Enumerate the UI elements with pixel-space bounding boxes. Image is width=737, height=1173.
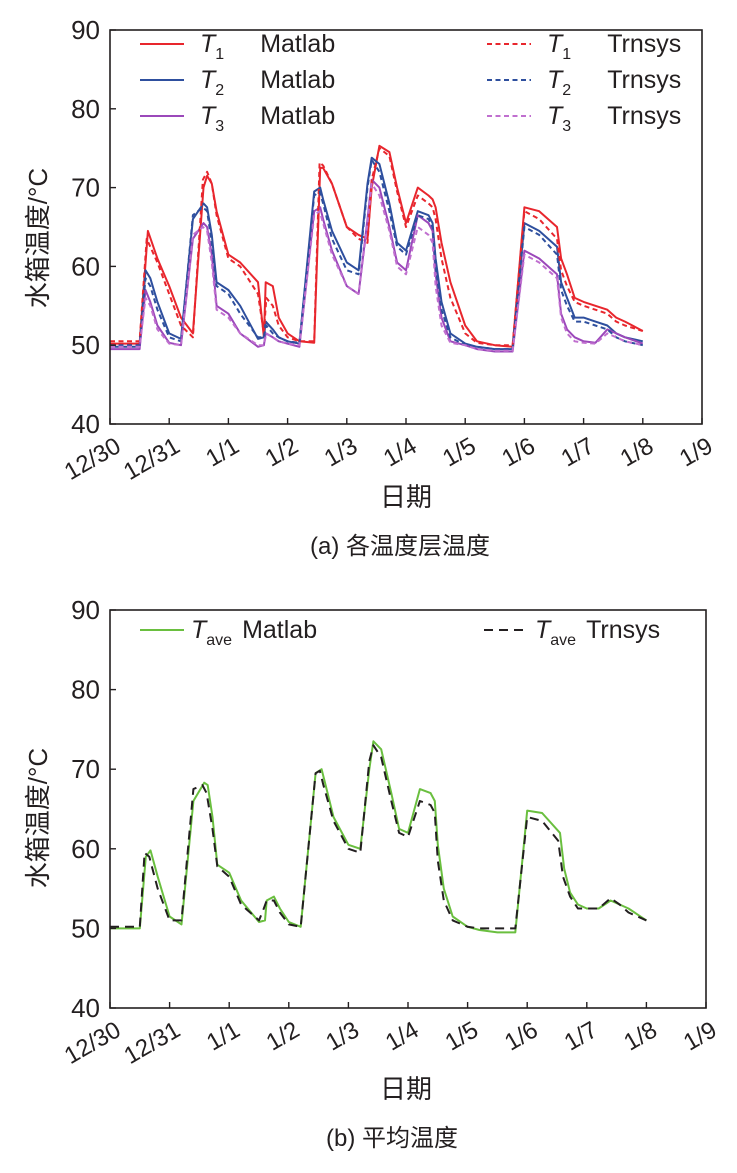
legend-entry: T2 Trnsys xyxy=(547,66,681,99)
ytick-label: 60 xyxy=(71,251,100,281)
x-axis-title: 日期 xyxy=(380,1074,432,1104)
xtick-label: 1/6 xyxy=(500,1016,542,1056)
xtick-label: 1/4 xyxy=(381,1016,423,1056)
ytick-label: 70 xyxy=(71,173,100,203)
xtick-label: 1/9 xyxy=(675,432,717,472)
series-line-tave-trnsys xyxy=(110,744,647,930)
xtick-label: 1/3 xyxy=(321,1016,363,1056)
y-axis-title: 水箱温度/°C xyxy=(23,168,53,308)
xtick-label: 1/8 xyxy=(616,432,658,472)
ytick-label: 90 xyxy=(71,15,100,45)
ytick-label: 70 xyxy=(71,754,100,784)
xtick-label: 1/8 xyxy=(619,1016,661,1056)
plot-frame xyxy=(109,609,707,1009)
ytick-label: 40 xyxy=(71,409,100,439)
legend-entry: T1 Trnsys xyxy=(547,30,681,63)
y-axis-title: 水箱温度/°C xyxy=(23,748,53,888)
xtick-label: 1/5 xyxy=(438,432,480,472)
xtick-label: 12/31 xyxy=(119,432,185,485)
xtick-label: 12/30 xyxy=(60,432,126,485)
legend-entry: T2 Matlab xyxy=(200,66,335,99)
xtick-label: 1/9 xyxy=(679,1016,721,1056)
x-axis-title: 日期 xyxy=(380,482,432,512)
xtick-label: 1/7 xyxy=(557,432,599,472)
xtick-label: 1/6 xyxy=(497,432,539,472)
series-line-t3-trnsys xyxy=(110,182,644,352)
series-line-t1-trnsys xyxy=(110,147,644,347)
legend-entry: T3 Matlab xyxy=(200,102,335,135)
xtick-label: 12/31 xyxy=(119,1016,185,1069)
series-line-t2-trnsys xyxy=(110,159,644,351)
xtick-label: 1/2 xyxy=(261,432,303,472)
ytick-label: 40 xyxy=(71,993,100,1023)
xtick-label: 12/30 xyxy=(60,1016,126,1069)
legend-entry: Tave Trnsys xyxy=(535,616,660,649)
xtick-label: 1/2 xyxy=(262,1016,304,1056)
ytick-label: 90 xyxy=(71,595,100,625)
ytick-label: 60 xyxy=(71,834,100,864)
caption-b: (b) 平均温度 xyxy=(326,1125,458,1152)
legend-entry: T3 Trnsys xyxy=(547,102,681,135)
xtick-label: 1/3 xyxy=(320,432,362,472)
caption-a: (a) 各温度层温度 xyxy=(310,533,490,560)
xtick-label: 1/5 xyxy=(441,1016,483,1056)
series-line-tave-matlab xyxy=(110,740,647,934)
xtick-label: 1/1 xyxy=(201,432,243,472)
xtick-label: 1/7 xyxy=(560,1016,602,1056)
xtick-label: 1/4 xyxy=(379,432,421,472)
legend-entry: Tave Matlab xyxy=(191,616,317,649)
xtick-label: 1/1 xyxy=(202,1016,244,1056)
ytick-label: 80 xyxy=(71,94,100,124)
ytick-label: 80 xyxy=(71,675,100,705)
legend-entry: T1 Matlab xyxy=(200,30,335,63)
ytick-label: 50 xyxy=(71,330,100,360)
ytick-label: 50 xyxy=(71,913,100,943)
